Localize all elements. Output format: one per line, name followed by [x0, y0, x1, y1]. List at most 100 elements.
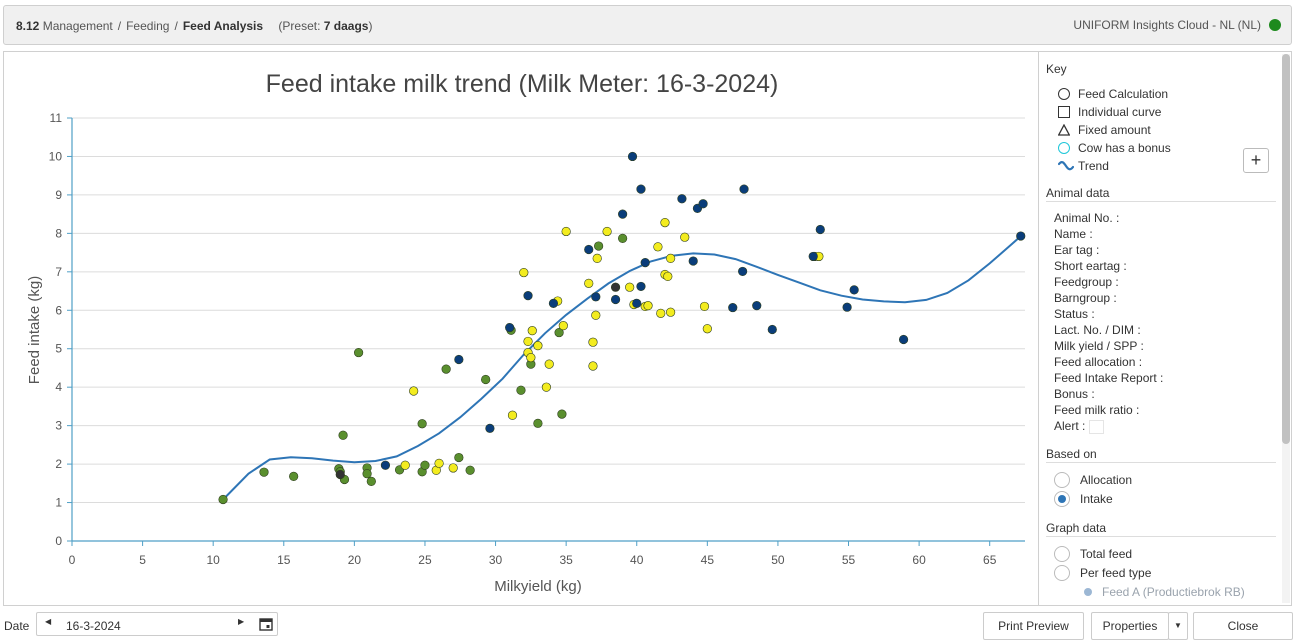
data-point-yellow	[526, 352, 536, 363]
scrollbar-thumb[interactable]	[1282, 54, 1290, 444]
previous-date-icon[interactable]: ◀	[45, 617, 52, 626]
radio-button[interactable]	[1054, 546, 1070, 562]
date-value[interactable]: 16-3-2024	[66, 619, 121, 633]
data-point-yellow	[558, 321, 568, 331]
preset-suffix: )	[368, 19, 373, 33]
key-label: Cow has a bonus	[1078, 141, 1171, 155]
data-point-blue	[739, 184, 749, 194]
y-tick-label: 4	[55, 380, 62, 394]
print-preview-button[interactable]: Print Preview	[983, 612, 1084, 640]
radio-button[interactable]	[1054, 472, 1070, 488]
footer-bar: Date ◀ 16-3-2024 ▶ Print Preview Propert…	[0, 610, 1297, 643]
circle-icon	[1058, 88, 1070, 100]
data-point-yellow	[400, 460, 410, 470]
date-picker[interactable]: ◀ 16-3-2024 ▶	[36, 612, 278, 636]
page-title: Feed Analysis	[182, 19, 264, 33]
animal-field-ear-tag: Ear tag :	[1054, 243, 1100, 257]
properties-dropdown-icon[interactable]: ▼	[1168, 612, 1188, 640]
x-tick-label: 10	[207, 553, 221, 567]
y-tick-label: 5	[55, 342, 62, 356]
x-tick-label: 20	[348, 553, 362, 567]
radio-label: Per feed type	[1080, 566, 1152, 580]
data-point-blue	[584, 244, 594, 255]
key-label: Trend	[1078, 159, 1109, 173]
data-point-green	[366, 476, 376, 486]
data-point-green	[289, 471, 299, 481]
calendar-icon[interactable]	[259, 617, 273, 631]
animal-data-title: Animal data	[1046, 186, 1110, 200]
main-panel: Feed intake milk trend (Milk Meter: 16-3…	[3, 51, 1292, 606]
preset-label[interactable]: (Preset: 7 daags)	[278, 19, 372, 33]
data-point-blue	[698, 199, 708, 209]
data-point-yellow	[680, 232, 690, 242]
data-point-blue	[808, 251, 818, 262]
graph-data-title: Graph data	[1046, 521, 1107, 535]
data-point-yellow	[588, 361, 598, 371]
radio-intake[interactable]: Intake	[1054, 491, 1113, 507]
data-point-blue	[632, 298, 642, 308]
add-button[interactable]: +	[1243, 148, 1269, 173]
data-point-blue	[636, 184, 646, 194]
chart-title: Feed intake milk trend (Milk Meter: 16-3…	[266, 70, 779, 98]
x-tick-label: 35	[559, 553, 573, 567]
key-item-individual-curve: Individual curve	[1058, 104, 1161, 120]
data-point-yellow	[588, 337, 598, 347]
radio-button-selected[interactable]	[1054, 491, 1070, 507]
x-tick-label: 50	[771, 553, 785, 567]
connection-status-icon	[1269, 19, 1281, 31]
radio-allocation[interactable]: Allocation	[1054, 472, 1132, 488]
scatter-points	[218, 151, 1026, 505]
data-point-green	[594, 241, 604, 251]
data-point-yellow	[666, 307, 676, 317]
data-point-green	[420, 460, 430, 470]
sub-option-feed-a[interactable]: Feed A (Productiebrok RB)	[1084, 585, 1245, 599]
radio-button[interactable]	[1054, 565, 1070, 581]
data-point-green	[516, 385, 526, 395]
data-point-blue	[728, 302, 738, 313]
data-point-green	[465, 465, 475, 475]
next-date-icon[interactable]: ▶	[238, 617, 245, 626]
side-panel-scrollbar[interactable]	[1282, 54, 1290, 603]
section-divider	[1046, 462, 1276, 463]
x-tick-label: 25	[418, 553, 432, 567]
data-point-yellow	[660, 217, 670, 228]
data-point-blue	[640, 257, 650, 268]
breadcrumb-item-feeding[interactable]: Feeding	[126, 19, 170, 33]
close-button[interactable]: Close	[1193, 612, 1293, 640]
data-point-blue	[610, 294, 621, 305]
data-point-yellow	[533, 341, 543, 351]
breadcrumb-item-management[interactable]: Management	[42, 19, 113, 33]
trend-line	[222, 235, 1022, 501]
data-point-blue	[454, 354, 464, 365]
trend-series	[222, 235, 1022, 501]
data-point-yellow	[653, 242, 663, 252]
data-point-green	[554, 327, 564, 338]
radio-per-feed-type[interactable]: Per feed type	[1054, 565, 1151, 581]
sub-option-label: Feed A (Productiebrok RB)	[1102, 585, 1245, 599]
key-item-cow-bonus: Cow has a bonus	[1058, 140, 1171, 156]
data-point-yellow	[592, 253, 602, 263]
y-tick-label: 1	[55, 496, 62, 510]
y-tick-label: 0	[55, 534, 62, 548]
data-point-green	[362, 469, 372, 479]
sub-radio-dot[interactable]	[1084, 588, 1092, 596]
data-point-yellow	[666, 253, 676, 263]
data-point-blue	[815, 224, 825, 235]
data-point-blue	[849, 285, 859, 295]
trend-wave-icon	[1058, 160, 1074, 171]
y-tick-label: 11	[50, 111, 63, 125]
data-point-blue	[548, 298, 559, 308]
x-tick-label: 15	[277, 553, 291, 567]
square-icon	[1058, 106, 1070, 118]
animal-field-name: Name :	[1054, 227, 1093, 241]
cloud-status: UNIFORM Insights Cloud - NL (NL)	[1073, 18, 1281, 32]
feed-intake-chart: Feed intake milk trend (Milk Meter: 16-3…	[26, 70, 1026, 595]
data-point-yellow	[527, 326, 537, 336]
x-tick-label: 55	[842, 553, 856, 567]
data-point-yellow	[656, 308, 666, 318]
properties-button[interactable]: Properties	[1091, 612, 1169, 640]
radio-total-feed[interactable]: Total feed	[1054, 546, 1132, 562]
data-point-green	[618, 233, 628, 243]
radio-label: Intake	[1080, 492, 1113, 506]
alert-label: Alert :	[1054, 419, 1086, 433]
